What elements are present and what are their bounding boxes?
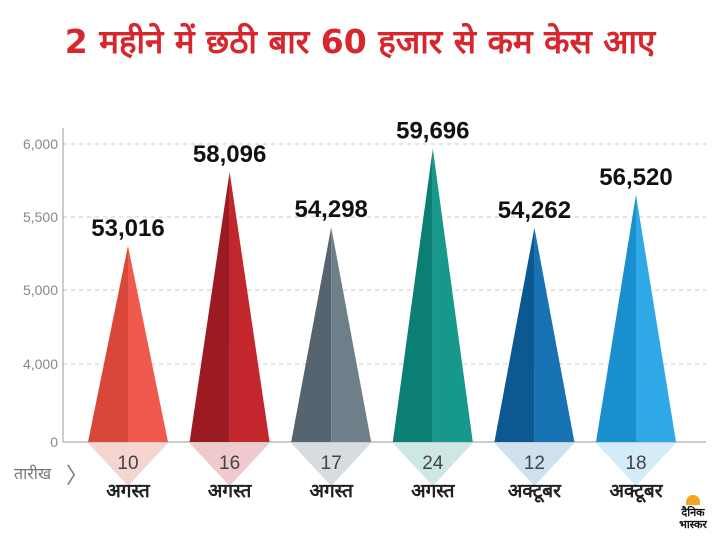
bar-right-face bbox=[432, 148, 473, 442]
bar-right-face bbox=[636, 194, 676, 442]
x-axis-title: तारीख bbox=[14, 464, 52, 483]
bar-right-face bbox=[331, 227, 372, 442]
chart-title: 2 महीने में छठी बार 60 हजार से कम केस आए bbox=[64, 22, 656, 61]
y-tick-label: 5,000 bbox=[23, 282, 58, 298]
bar-left-face bbox=[494, 227, 535, 442]
chevron-right-icon: 〉 bbox=[66, 464, 89, 489]
bar-left-face bbox=[291, 227, 332, 442]
category-tab bbox=[291, 443, 372, 486]
x-tick-day: 16 bbox=[219, 453, 240, 474]
x-tick-day: 17 bbox=[321, 453, 342, 474]
category-tab bbox=[189, 443, 270, 486]
y-axis-ticks: 0 4,000 5,000 5,500 6,000 bbox=[23, 136, 58, 450]
bars bbox=[88, 148, 676, 442]
x-tick-month: अगस्त bbox=[208, 480, 253, 502]
y-tick-label: 6,000 bbox=[23, 136, 58, 152]
bar-right-face bbox=[128, 245, 168, 442]
bar-right-face bbox=[229, 171, 270, 442]
bar-right-face bbox=[534, 227, 575, 442]
bar-left-face bbox=[189, 171, 230, 442]
y-tick-label: 5,500 bbox=[23, 209, 58, 225]
bar-left-face bbox=[392, 148, 433, 442]
category-tab bbox=[494, 443, 575, 486]
x-tick-month: अक्टूबर bbox=[508, 480, 562, 503]
x-axis-labels: 10 अगस्त 16 अगस्त 17 अगस्त 24 अगस्त 12 अक्टूबर 18 अ… bbox=[106, 453, 663, 503]
y-tick-label: 0 bbox=[50, 434, 58, 450]
x-tick-month: अगस्त bbox=[309, 480, 354, 502]
bar-left-face bbox=[596, 194, 636, 442]
publisher-logo: दैनिक भास्कर bbox=[670, 495, 716, 535]
category-tab bbox=[596, 443, 676, 486]
bar-left-face bbox=[88, 245, 128, 442]
gridlines bbox=[63, 143, 706, 365]
x-tick-day: 18 bbox=[625, 453, 646, 474]
category-tab bbox=[88, 443, 168, 486]
x-tick-month: अगस्त bbox=[411, 480, 456, 502]
category-tab bbox=[392, 443, 473, 486]
logo-text: दैनिक भास्कर bbox=[679, 506, 707, 531]
value-labels: 53,016 58,096 54,298 59,696 54,262 56,520 bbox=[91, 117, 672, 242]
x-tick-day: 10 bbox=[117, 453, 138, 474]
data-label: 59,696 bbox=[396, 117, 469, 144]
x-tick-day: 12 bbox=[524, 453, 545, 474]
sun-icon bbox=[686, 495, 700, 505]
data-label: 56,520 bbox=[599, 164, 672, 191]
x-category-tabs bbox=[88, 443, 676, 486]
data-label: 58,096 bbox=[193, 141, 266, 168]
y-tick-label: 4,000 bbox=[23, 356, 58, 372]
data-label: 53,016 bbox=[91, 215, 164, 242]
data-label: 54,262 bbox=[498, 197, 571, 224]
data-label: 54,298 bbox=[294, 196, 367, 223]
x-tick-day: 24 bbox=[422, 453, 444, 474]
x-tick-month: अक्टूबर bbox=[609, 480, 663, 503]
x-tick-month: अगस्त bbox=[106, 480, 151, 502]
